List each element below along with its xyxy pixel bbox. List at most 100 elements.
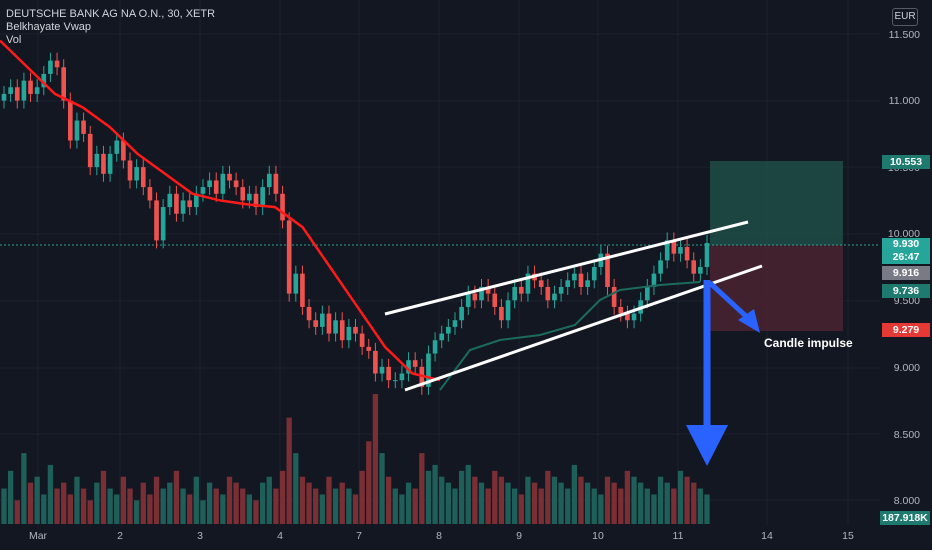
time-tick: 7 — [356, 530, 362, 542]
candle — [333, 320, 338, 334]
time-tick: 9 — [516, 530, 522, 542]
candle — [54, 60, 60, 68]
volume-bar — [538, 488, 544, 524]
candle — [611, 286, 617, 307]
volume-bar — [691, 482, 697, 524]
volume-badge: 187.918K — [880, 511, 930, 525]
volume-bar — [47, 464, 54, 524]
candle — [286, 220, 292, 294]
volume-bar — [624, 470, 631, 524]
candle — [558, 286, 564, 294]
candle — [339, 320, 345, 341]
currency-button[interactable]: EUR — [892, 8, 918, 26]
volume-bar — [565, 488, 571, 524]
volume-indicator-name[interactable]: Vol — [6, 34, 22, 46]
candle — [280, 193, 285, 221]
volume-bar — [80, 488, 87, 524]
time-tick: 8 — [436, 530, 442, 542]
candle — [459, 306, 464, 321]
volume-bar — [120, 476, 127, 524]
candle — [154, 200, 159, 241]
candle — [704, 243, 710, 267]
channel-lower-line — [404, 264, 763, 392]
volume-bar — [346, 488, 352, 524]
volume-bar — [386, 476, 392, 524]
candle — [525, 273, 531, 294]
candle — [247, 193, 252, 201]
volume-bar — [187, 494, 193, 524]
volume-bar — [326, 476, 332, 524]
price-tick: 9.000 — [893, 362, 920, 374]
volume-bar — [352, 494, 359, 524]
volume-bar — [392, 488, 398, 524]
candle — [644, 286, 650, 301]
volume-bar — [253, 500, 259, 524]
volume-bar — [644, 488, 650, 524]
chart-legend: DEUTSCHE BANK AG NA O.N., 30, XETR Belkh… — [6, 8, 215, 47]
symbol-title[interactable]: DEUTSCHE BANK AG NA O.N., 30, XETR — [6, 8, 216, 20]
candle — [379, 366, 385, 374]
volume-bar — [571, 464, 578, 524]
candle — [386, 366, 391, 381]
candle — [200, 187, 206, 194]
volume-bar — [279, 470, 286, 524]
volume-bar — [87, 500, 93, 524]
candle — [28, 80, 33, 94]
volume-bar — [671, 488, 677, 524]
candle — [446, 326, 451, 334]
volume-bar — [618, 488, 624, 524]
candle — [664, 240, 670, 261]
time-tick: 15 — [842, 530, 854, 542]
candle — [406, 360, 411, 374]
stop-price-badge: 9.279 — [882, 323, 930, 337]
candle — [147, 187, 153, 201]
candle — [121, 140, 126, 161]
vwap-lower-badge: 9.736 — [882, 284, 930, 298]
time-tick: 11 — [672, 530, 684, 542]
candle — [432, 340, 438, 354]
volume-bar — [432, 464, 438, 524]
volume-bar — [584, 482, 591, 524]
volume-bar — [167, 482, 173, 524]
volume-bar — [452, 488, 458, 524]
candle — [366, 346, 372, 351]
volume-bar — [631, 476, 637, 524]
target-zone — [710, 161, 843, 245]
price-tick: 11.000 — [888, 95, 920, 107]
time-tick: Mar — [28, 530, 48, 542]
candle — [207, 180, 212, 188]
volume-bar — [74, 476, 80, 524]
volume-bar — [478, 482, 485, 524]
candle — [101, 153, 106, 174]
volume-bar — [651, 494, 657, 524]
down-arrow-large — [686, 280, 728, 466]
candle — [233, 180, 239, 188]
volume-bar — [61, 482, 67, 524]
volume-bar — [147, 494, 153, 524]
volume-bar — [273, 488, 279, 524]
volume-bar — [439, 476, 445, 524]
volume-bar — [240, 488, 246, 524]
volume-bar — [306, 482, 312, 524]
candle — [213, 180, 219, 194]
candle — [260, 187, 265, 208]
volume-bar — [266, 476, 272, 524]
volume-bar — [399, 494, 405, 524]
volume-bar — [213, 488, 219, 524]
countdown-value: 26:47 — [892, 251, 920, 263]
candle — [698, 267, 703, 274]
volume-bar — [485, 488, 491, 524]
candle — [134, 167, 139, 181]
volume-bar — [127, 488, 133, 524]
volume-bar — [114, 494, 120, 524]
time-tick: 4 — [277, 530, 283, 542]
candle — [565, 280, 571, 287]
indicator-name[interactable]: Belkhayate Vwap — [6, 21, 91, 33]
candle — [8, 87, 13, 94]
candle — [41, 73, 47, 88]
candle — [373, 350, 378, 374]
volume-bar — [34, 476, 40, 524]
volume-bar — [100, 470, 107, 524]
